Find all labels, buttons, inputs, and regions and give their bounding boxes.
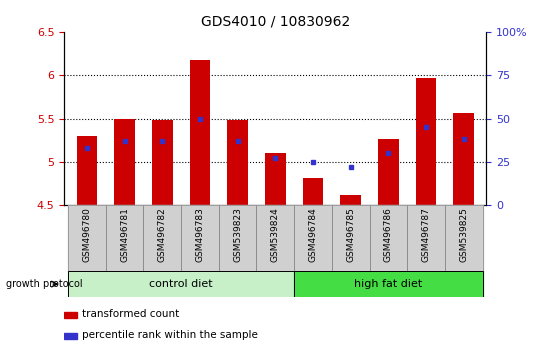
Bar — [265, 153, 286, 205]
Bar — [68, 271, 294, 297]
Text: GSM539824: GSM539824 — [271, 207, 280, 262]
Bar — [294, 205, 332, 271]
Bar — [369, 205, 407, 271]
Bar — [453, 113, 474, 205]
Bar — [64, 312, 77, 318]
Bar — [378, 138, 399, 205]
Bar — [106, 205, 144, 271]
Bar — [416, 78, 437, 205]
Bar — [181, 205, 219, 271]
Text: GSM496787: GSM496787 — [421, 207, 430, 262]
Text: high fat diet: high fat diet — [354, 279, 423, 289]
Text: GSM496783: GSM496783 — [196, 207, 205, 262]
Bar — [219, 205, 257, 271]
Text: GDS4010 / 10830962: GDS4010 / 10830962 — [201, 14, 350, 28]
Bar — [294, 271, 482, 297]
Bar — [64, 333, 77, 339]
Bar — [294, 205, 332, 271]
Text: GSM496781: GSM496781 — [120, 207, 129, 262]
Bar — [190, 59, 210, 205]
Text: GSM496785: GSM496785 — [346, 207, 355, 262]
Text: GSM539823: GSM539823 — [233, 207, 242, 262]
Bar — [340, 195, 361, 205]
Bar — [219, 205, 257, 271]
Text: GSM496784: GSM496784 — [309, 207, 318, 262]
Text: control diet: control diet — [149, 279, 213, 289]
Bar — [228, 120, 248, 205]
Bar — [114, 119, 135, 205]
Bar — [68, 271, 294, 297]
Text: percentile rank within the sample: percentile rank within the sample — [82, 330, 258, 340]
Bar — [445, 205, 482, 271]
Bar — [68, 205, 106, 271]
Text: GSM496780: GSM496780 — [82, 207, 91, 262]
Bar — [144, 205, 181, 271]
Bar — [77, 136, 97, 205]
Bar — [332, 205, 369, 271]
Text: growth protocol: growth protocol — [6, 279, 82, 289]
Bar — [257, 205, 294, 271]
Bar — [369, 205, 407, 271]
Bar — [106, 205, 144, 271]
Bar — [257, 205, 294, 271]
Bar — [68, 205, 106, 271]
Text: GSM539825: GSM539825 — [459, 207, 468, 262]
Bar — [302, 178, 323, 205]
Text: GSM496782: GSM496782 — [158, 207, 167, 262]
Bar — [407, 205, 445, 271]
Bar — [332, 205, 369, 271]
Bar — [407, 205, 445, 271]
Bar — [152, 120, 173, 205]
Text: GSM496786: GSM496786 — [384, 207, 393, 262]
Bar — [181, 205, 219, 271]
Bar — [445, 205, 482, 271]
Bar — [294, 271, 482, 297]
Text: transformed count: transformed count — [82, 309, 179, 319]
Bar — [144, 205, 181, 271]
